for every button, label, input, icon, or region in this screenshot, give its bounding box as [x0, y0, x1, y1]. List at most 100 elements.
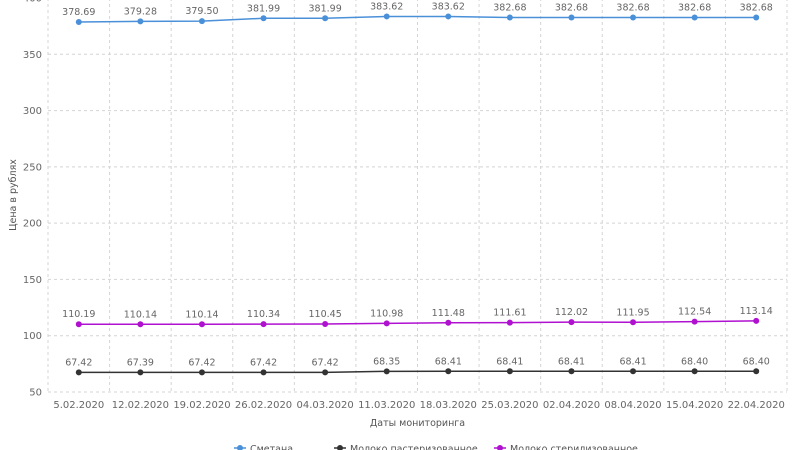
data-labels: 378.69 379.28 379.50 381.99 381.99 383.62 383.… [62, 1, 773, 368]
series-line-3 [78, 320, 757, 326]
data-point[interactable] [260, 15, 267, 22]
data-label: 112.54 [678, 307, 711, 318]
data-point[interactable] [137, 369, 144, 376]
data-label: 68.41 [496, 356, 523, 367]
data-point[interactable] [322, 320, 329, 327]
data-point[interactable] [198, 369, 205, 376]
legend-dot-marker [237, 445, 243, 450]
data-point[interactable] [753, 368, 760, 375]
data-label: 68.41 [619, 356, 646, 367]
data-point[interactable] [322, 15, 329, 22]
x-axis-label: Даты мониторинга [370, 418, 465, 429]
data-point[interactable] [445, 368, 452, 375]
data-point[interactable] [691, 318, 698, 325]
data-point[interactable] [322, 369, 329, 376]
data-label: 110.45 [309, 309, 342, 320]
y-tick-label: 150 [23, 275, 42, 286]
x-tick-label: 11.03.2020 [358, 400, 415, 411]
y-tick-label: 50 [29, 388, 42, 399]
data-point[interactable] [568, 319, 575, 326]
data-point[interactable] [383, 13, 390, 20]
data-point[interactable] [383, 368, 390, 375]
data-point[interactable] [137, 18, 144, 25]
data-label: 111.61 [493, 308, 526, 319]
x-tick-label: 25.03.2020 [481, 400, 538, 411]
data-point[interactable] [445, 319, 452, 326]
data-label: 68.35 [373, 356, 400, 367]
data-point[interactable] [506, 14, 513, 21]
legend-item-3[interactable]: Молоко стерилизованное [494, 444, 638, 450]
data-point[interactable] [630, 14, 637, 21]
legend[interactable]: Сметана Молоко пастеризованное Молоко стер… [234, 444, 638, 450]
data-point[interactable] [198, 321, 205, 328]
y-tick-label: 200 [23, 219, 42, 230]
series-group [75, 13, 760, 376]
data-label: 382.68 [555, 2, 588, 13]
data-point[interactable] [198, 18, 205, 25]
data-label: 113.14 [740, 306, 773, 317]
x-tick-label: 02.04.2020 [543, 400, 600, 411]
x-tick-label: 22.04.2020 [728, 400, 785, 411]
legend-label: Молоко пастеризованное [350, 444, 478, 450]
data-point[interactable] [753, 14, 760, 21]
data-label: 381.99 [247, 3, 280, 14]
data-label: 68.40 [681, 356, 708, 367]
data-point[interactable] [568, 14, 575, 21]
y-axis-ticks: 50 100 150 200 250 300 350 400 [23, 0, 42, 399]
data-label: 383.62 [370, 1, 403, 12]
data-label: 379.50 [185, 6, 218, 17]
data-label: 68.41 [558, 356, 585, 367]
y-tick-label: 300 [23, 106, 42, 117]
series-line-1 [78, 15, 757, 23]
data-point[interactable] [383, 320, 390, 327]
legend-dot-marker [337, 445, 343, 450]
data-label: 67.42 [188, 357, 215, 368]
x-tick-label: 5.02.2020 [53, 400, 104, 411]
data-point[interactable] [506, 368, 513, 375]
data-label: 381.99 [309, 3, 342, 14]
y-tick-label: 250 [23, 162, 42, 173]
data-label: 112.02 [555, 307, 588, 318]
x-tick-label: 19.02.2020 [173, 400, 230, 411]
data-label: 379.28 [124, 6, 157, 17]
data-label: 67.42 [250, 357, 277, 368]
data-point[interactable] [568, 368, 575, 375]
data-point[interactable] [506, 319, 513, 326]
grid [47, 0, 788, 393]
legend-dot-marker [497, 445, 503, 450]
y-tick-label: 350 [23, 50, 42, 61]
data-point[interactable] [260, 321, 267, 328]
y-axis-label: Цена в рублях [8, 159, 19, 231]
data-point[interactable] [630, 368, 637, 375]
data-point[interactable] [260, 369, 267, 376]
data-label: 110.98 [370, 308, 403, 319]
data-point[interactable] [691, 14, 698, 21]
data-label: 110.14 [124, 309, 157, 320]
data-point[interactable] [630, 319, 637, 326]
x-tick-label: 08.04.2020 [604, 400, 661, 411]
data-label: 111.95 [616, 307, 649, 318]
data-label: 67.39 [127, 357, 154, 368]
data-point[interactable] [753, 317, 760, 324]
data-label: 110.34 [247, 309, 280, 320]
x-axis-ticks: 5.02.2020 12.02.2020 19.02.2020 26.02.2020 0… [53, 400, 785, 411]
x-tick-label: 12.02.2020 [112, 400, 169, 411]
data-point[interactable] [137, 321, 144, 328]
legend-label: Сметана [250, 444, 293, 450]
data-label: 68.40 [743, 356, 770, 367]
data-point[interactable] [75, 321, 82, 328]
data-point[interactable] [75, 369, 82, 376]
x-tick-label: 26.02.2020 [235, 400, 292, 411]
data-point[interactable] [445, 13, 452, 20]
legend-item-2[interactable]: Молоко пастеризованное [334, 444, 478, 450]
data-label: 382.68 [740, 2, 773, 13]
data-label: 110.14 [185, 309, 218, 320]
data-point[interactable] [75, 18, 82, 25]
legend-item-1[interactable]: Сметана [234, 444, 293, 450]
data-point[interactable] [691, 368, 698, 375]
data-label: 382.68 [678, 2, 711, 13]
legend-label: Молоко стерилизованное [510, 444, 638, 450]
y-tick-label: 100 [23, 331, 42, 342]
data-label: 378.69 [62, 7, 95, 18]
